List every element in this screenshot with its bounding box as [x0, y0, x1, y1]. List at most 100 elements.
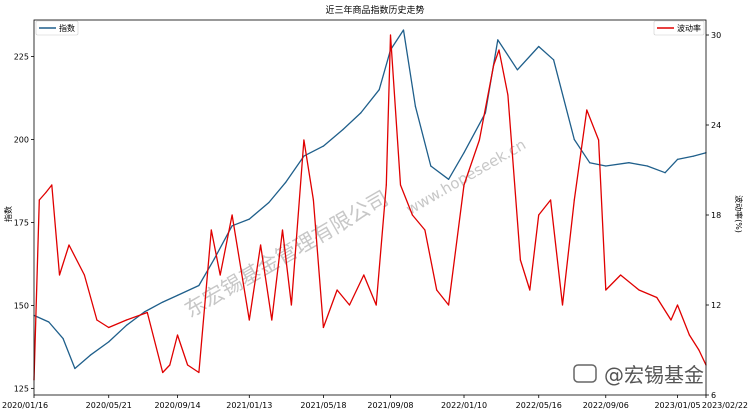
y-right-axis: 6 12 18 24 30	[706, 31, 721, 400]
index-point	[125, 324, 128, 326]
index-point	[360, 112, 362, 114]
volatility-point	[656, 296, 658, 299]
volatility-point	[248, 319, 250, 321]
y-left-label: 指数	[3, 206, 13, 222]
volatility-point	[125, 319, 128, 321]
y-left-tick-label: 225	[14, 53, 29, 62]
y-left-tick-label: 200	[14, 135, 29, 144]
volatility-point	[68, 244, 70, 246]
volatility-point	[322, 326, 324, 329]
volatility-point	[58, 274, 61, 276]
index-point	[538, 45, 540, 48]
volatility-point	[598, 139, 600, 141]
y-right-tick-label: 18	[711, 211, 721, 220]
volatility-point	[210, 229, 212, 231]
index-point	[664, 172, 666, 174]
volatility-point	[176, 334, 179, 336]
x-tick-label: 2020/09/14	[154, 401, 200, 410]
volatility-point	[38, 199, 40, 201]
volatility-point	[281, 229, 284, 231]
y-left-tick-label: 125	[14, 384, 29, 393]
index-point	[62, 338, 64, 340]
volatility-point	[670, 319, 672, 321]
volatility-point	[463, 184, 465, 186]
chart-title: 近三年商品指数历史走势	[325, 4, 424, 16]
volatility-point	[493, 64, 495, 66]
index-point	[692, 155, 695, 157]
volatility-point	[573, 199, 575, 201]
volatility-point	[676, 304, 679, 306]
volatility-point	[162, 371, 164, 374]
x-tick-label: 2022/01/10	[441, 401, 487, 410]
index-point	[89, 354, 91, 356]
brand-logo-icon	[573, 364, 597, 383]
index-point	[463, 152, 465, 154]
volatility-point	[51, 184, 53, 186]
index-point	[322, 145, 324, 147]
index-point	[516, 69, 519, 71]
x-tick-label: 2020/05/21	[86, 401, 132, 410]
x-tick-label: 2020/01/16	[2, 401, 48, 410]
index-point	[605, 165, 607, 167]
volatility-point	[498, 49, 500, 51]
volatility-point	[698, 349, 700, 351]
y-left-tick-label: 150	[14, 301, 29, 310]
volatility-point	[45, 191, 47, 194]
index-point	[430, 165, 432, 167]
volatility-point	[399, 184, 402, 186]
volatility-point	[108, 326, 110, 329]
legend-right-box	[653, 20, 705, 36]
x-tick-label: 2021/01/13	[226, 401, 272, 410]
index-point	[248, 218, 250, 220]
index-point	[303, 155, 305, 157]
index-point	[268, 201, 270, 204]
volatility-point	[519, 259, 522, 261]
y-right-tick-label: 12	[711, 301, 721, 310]
volatility-point	[312, 199, 314, 201]
x-tick-label: 2021/05/18	[300, 401, 346, 410]
volatility-point	[538, 214, 540, 216]
volatility-point	[169, 364, 171, 366]
volatility-point	[219, 274, 221, 276]
legend-left: 指数	[35, 20, 79, 36]
volatility-point	[336, 289, 338, 291]
x-tick-label: 2022/09/06	[583, 401, 629, 410]
watermark-text: 东宏锡基金管理有限公司	[181, 186, 393, 322]
x-tick-label: 2021/09/08	[367, 401, 413, 410]
index-point	[213, 258, 215, 260]
index-point	[553, 59, 555, 61]
volatility-point	[478, 139, 480, 141]
volatility-point	[231, 214, 233, 216]
volatility-point	[146, 311, 148, 314]
x-tick-label: 2023/01/05	[654, 401, 700, 410]
volatility-point	[561, 304, 564, 306]
index-point	[573, 138, 575, 141]
volatility-point	[389, 34, 392, 36]
index-point	[231, 225, 233, 227]
y-right-label: 波动率(%)	[734, 195, 744, 233]
volatility-point	[550, 199, 552, 201]
index-point	[108, 341, 110, 343]
x-axis: 2020/01/16 2020/05/21 2020/09/14 2021/01/13…	[2, 395, 748, 410]
legend-right-label: 波动率	[677, 23, 701, 33]
volatility-point	[586, 109, 588, 111]
volatility-point	[424, 229, 426, 231]
volatility-point	[385, 184, 387, 186]
volatility-point	[448, 304, 450, 306]
volatility-point	[303, 139, 305, 141]
volatility-point	[375, 304, 377, 306]
y-right-tick-label: 24	[711, 121, 721, 130]
index-point	[378, 89, 380, 91]
x-tick-label: 2022/05/16	[516, 401, 562, 410]
y-right-tick-label: 6	[711, 391, 716, 400]
brand-name: @宏锡基金	[604, 363, 704, 387]
index-point	[628, 162, 630, 164]
legend-left-label: 指数	[59, 23, 75, 33]
volatility-point	[436, 289, 438, 291]
y-left-axis: 125 150 175 200 225	[14, 53, 34, 393]
volatility-series-line	[33, 34, 707, 381]
legend-right: 波动率	[653, 20, 705, 36]
y-right-tick-label: 30	[711, 31, 721, 40]
y-left-tick-label: 175	[14, 218, 29, 227]
